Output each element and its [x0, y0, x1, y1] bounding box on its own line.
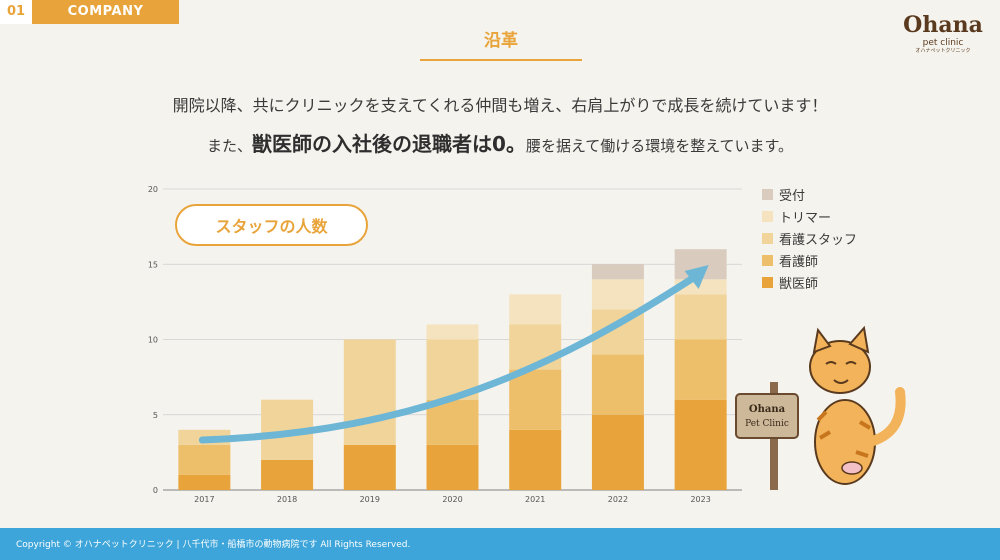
sign-text: Ohana: [749, 404, 786, 415]
section-label: COMPANY: [32, 0, 179, 24]
legend-item: トリマー: [762, 205, 857, 227]
y-tick-label: 15: [148, 260, 158, 269]
bar-segment: [674, 294, 727, 340]
x-tick-label: 2018: [277, 495, 297, 504]
x-tick-label: 2020: [442, 495, 462, 504]
logo-name: Ohana: [903, 12, 983, 38]
bar-segment: [509, 324, 562, 370]
bar-segment: [343, 444, 396, 490]
bar-segment: [178, 444, 231, 475]
x-tick-label: 2022: [608, 495, 628, 504]
legend-swatch: [762, 188, 773, 200]
bar-segment: [261, 459, 314, 490]
cat-figure: [809, 325, 906, 485]
legend-swatch: [762, 232, 773, 244]
intro-line-2: また、獣医師の入社後の退職者は0。腰を据えて働ける環境を整えています。: [0, 128, 1000, 157]
legend-label: 獣医師: [779, 276, 819, 292]
bar-segment: [509, 294, 562, 325]
logo-sub: pet clinic: [922, 38, 964, 48]
bar-segment: [426, 444, 479, 490]
bar-segment: [591, 414, 644, 490]
legend-item: 獣医師: [762, 271, 857, 293]
footer: Copyright © オハナペットクリニック | 八千代市・船橋市の動物病院で…: [0, 528, 1000, 560]
bar-segment: [509, 429, 562, 490]
legend-label: 受付: [779, 188, 806, 204]
bar-segment: [591, 279, 644, 310]
intro-line-2-pre: また、: [207, 137, 253, 155]
logo-sub-jp: オハナペットクリニック: [915, 48, 971, 54]
copyright-text: Copyright © オハナペットクリニック | 八千代市・船橋市の動物病院で…: [16, 540, 411, 550]
legend-label: 看護スタッフ: [779, 232, 858, 248]
bar-segment: [426, 399, 479, 445]
legend-swatch: [762, 254, 773, 266]
bar-segment: [674, 339, 727, 400]
bar-segment: [674, 399, 727, 490]
legend-swatch: [762, 210, 773, 222]
legend-label: 看護師: [779, 254, 819, 270]
y-tick-label: 0: [153, 486, 158, 495]
bar-segment: [591, 354, 644, 415]
growth-arrow-head: [684, 265, 709, 289]
bar-segment: [509, 369, 562, 430]
section-number: 01: [0, 0, 32, 24]
page-title: 沿革: [484, 31, 518, 51]
clinic-sign: Ohana Pet Clinic: [735, 382, 799, 490]
cat-mascot-illustration: Ohana Pet Clinic: [735, 325, 906, 490]
intro-line-1: 開院以降、共にクリニックを支えてくれる仲間も増え、右肩上がりで成長を続けています…: [172, 96, 828, 115]
intro-line-2-post: 腰を据えて働ける環境を整えています。: [525, 137, 793, 155]
legend-swatch: [762, 276, 773, 288]
x-tick-label: 2017: [194, 495, 214, 504]
growth-arrow: [198, 273, 699, 444]
y-tick-label: 10: [148, 336, 158, 345]
chart-legend: 受付トリマー看護スタッフ 看護師獣医師: [762, 183, 857, 293]
legend-item: 看護スタッフ: [762, 227, 857, 249]
y-tick-label: 20: [148, 185, 158, 194]
bar-segment: [343, 339, 396, 445]
title-underline: [420, 59, 582, 61]
bar-segment: [178, 474, 231, 490]
svg-text:Pet Clinic: Pet Clinic: [745, 419, 789, 429]
ohana-logo: Ohana pet clinic オハナペットクリニック: [898, 12, 988, 62]
x-tick-label: 2019: [360, 495, 380, 504]
x-tick-label: 2023: [690, 495, 710, 504]
legend-item: 受付: [762, 183, 857, 205]
bar-segment: [426, 324, 479, 340]
bar-segment: [591, 264, 644, 280]
y-tick-label: 5: [153, 411, 158, 420]
intro-line-2-emphasis: 獣医師の入社後の退職者は0。: [252, 132, 526, 156]
legend-item: 看護師: [762, 249, 857, 271]
legend-label: トリマー: [779, 210, 832, 226]
x-tick-label: 2021: [525, 495, 545, 504]
chart-badge: スタッフの人数: [175, 204, 368, 246]
